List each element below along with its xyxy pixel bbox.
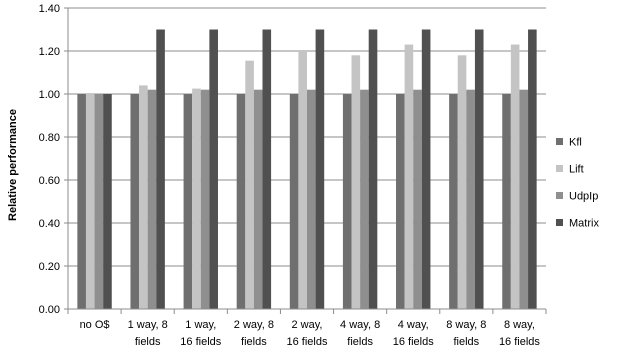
legend-label-lift: Lift <box>569 164 584 176</box>
bar-lift <box>510 44 520 310</box>
bar-kfl <box>77 94 86 309</box>
bar-kfl <box>236 94 246 309</box>
bar-udpip <box>466 89 475 309</box>
bar-udpip <box>147 89 157 309</box>
legend-swatch-kfl <box>556 138 563 145</box>
bars <box>77 29 537 310</box>
x-tick-label: 16 fields <box>499 336 540 348</box>
y-tick-label: 0.20 <box>39 261 60 273</box>
bar-kfl <box>183 94 193 309</box>
bar-udpip <box>413 89 422 309</box>
x-tick-label: 8 way, <box>504 319 535 331</box>
x-tick-label: no O$ <box>80 319 110 331</box>
legend: Kfl Lift UdpIp Matrix <box>556 137 599 230</box>
bar-lift <box>192 88 201 309</box>
x-tick-label: 4 way, 8 <box>340 319 380 331</box>
x-tick-label: fields <box>347 336 373 348</box>
legend-label-udpip: UdpIp <box>569 191 598 203</box>
bar-matrix <box>474 29 484 309</box>
bar-kfl <box>130 94 140 309</box>
bar-matrix <box>156 29 165 309</box>
bar-lift <box>139 85 148 310</box>
x-tick-label: fields <box>135 336 161 348</box>
bar-kfl <box>396 94 405 309</box>
x-tick-label: 1 way, <box>185 319 216 331</box>
x-tick-label: 2 way, <box>292 319 323 331</box>
x-tick-label: 16 fields <box>287 336 328 348</box>
y-tick-labels: 0.00 0.20 0.40 0.60 0.80 1.00 1.20 1.40 <box>39 3 60 316</box>
x-tick-label: 2 way, 8 <box>234 319 274 331</box>
x-tick-label: 1 way, 8 <box>128 319 168 331</box>
bar-kfl <box>502 94 511 309</box>
y-tick-label: 1.20 <box>39 46 60 58</box>
bar-matrix <box>421 29 431 309</box>
legend-swatch-udpip <box>556 192 563 199</box>
bar-udpip <box>307 89 316 309</box>
bar-matrix <box>528 29 537 309</box>
legend-swatch-matrix <box>556 219 563 226</box>
bar-lift <box>404 44 414 310</box>
bar-kfl <box>289 94 299 309</box>
bar-kfl <box>449 94 458 309</box>
bar-udpip <box>360 89 369 309</box>
bar-udpip <box>94 94 104 309</box>
x-tick-label: 16 fields <box>180 336 221 348</box>
bar-matrix <box>209 29 218 309</box>
bar-udpip <box>519 89 529 309</box>
x-tick-label: fields <box>453 336 479 348</box>
y-tick-label: 0.60 <box>39 175 60 187</box>
bar-matrix <box>368 29 378 309</box>
legend-label-kfl: Kfl <box>569 137 582 149</box>
y-tick-label: 0.80 <box>39 132 60 144</box>
x-tick-label: fields <box>241 336 267 348</box>
legend-swatch-lift <box>556 165 563 172</box>
x-tick-labels: no O$ 1 way, 8 fields 1 way, 16 fields 2 way,… <box>80 319 541 348</box>
y-tick-label: 1.00 <box>39 89 60 101</box>
y-tick-label: 0.40 <box>39 218 60 230</box>
y-axis-title: Relative performance <box>7 109 19 221</box>
bar-kfl <box>342 94 352 309</box>
bar-lift <box>245 60 254 309</box>
bar-lift <box>85 94 95 309</box>
x-tick-label: 16 fields <box>393 336 434 348</box>
x-tick-label: 8 way, 8 <box>446 319 486 331</box>
bar-matrix <box>262 29 272 309</box>
x-tick-label: 4 way, <box>398 319 429 331</box>
y-tick-label: 1.40 <box>39 3 60 15</box>
bar-matrix <box>315 29 325 309</box>
bar-udpip <box>253 89 263 309</box>
legend-label-matrix: Matrix <box>569 218 599 230</box>
bar-udpip <box>200 89 210 309</box>
bar-lift <box>457 55 467 309</box>
bar-lift <box>351 55 361 309</box>
bar-matrix <box>103 94 112 309</box>
axes <box>67 8 547 314</box>
y-tick-label: 0.00 <box>39 304 60 316</box>
bar-lift <box>298 51 307 309</box>
